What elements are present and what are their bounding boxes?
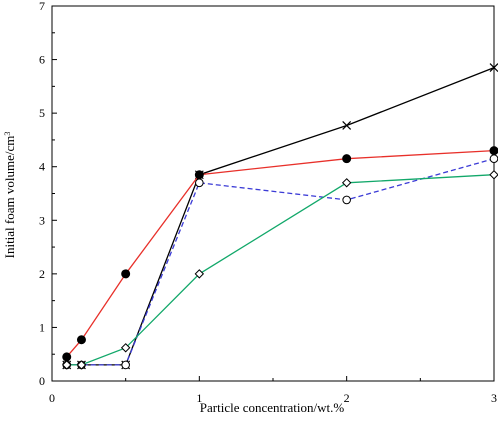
data-point-open-diamond <box>62 360 72 370</box>
x-axis-title: Particle concentration/wt.% <box>200 400 345 415</box>
data-point-open-diamond <box>76 360 87 370</box>
series-cross <box>62 63 498 370</box>
data-point-open-circle <box>121 360 130 370</box>
series-filled-circle <box>62 146 498 362</box>
x-axis: 0 1 2 3 <box>49 376 497 405</box>
data-point-open-diamond <box>120 343 131 353</box>
series-line-open-circle <box>66 158 495 366</box>
x-tick-label: 1 <box>196 391 202 405</box>
x-tick-label: 3 <box>491 391 497 405</box>
plot-border <box>51 5 495 382</box>
data-point-open-diamond <box>194 269 205 279</box>
series-open-diamond <box>62 170 498 370</box>
series-line-filled-circle <box>66 149 495 358</box>
series-layer <box>62 63 498 370</box>
y-tick-label: 4 <box>39 160 45 174</box>
y-axis: 0 1 2 3 4 5 6 7 <box>39 0 57 388</box>
y-tick-label: 1 <box>39 320 45 334</box>
x-tick-label: 2 <box>344 391 350 405</box>
data-point-filled-circle <box>342 154 352 164</box>
series-line-open-diamond <box>66 174 495 366</box>
y-tick-label: 0 <box>39 374 45 388</box>
data-point-open-circle <box>342 195 351 205</box>
data-point-open-circle <box>195 178 204 188</box>
data-point-cross <box>342 121 352 130</box>
y-axis-title-sup: 3 <box>3 132 12 136</box>
data-point-open-diamond <box>341 178 352 188</box>
y-tick-label: 3 <box>39 213 45 227</box>
y-tick-label: 5 <box>39 106 45 120</box>
series-open-circle <box>62 154 498 370</box>
series-line-cross <box>66 66 495 366</box>
data-point-filled-circle <box>121 269 131 279</box>
data-point-filled-circle <box>489 146 498 156</box>
data-point-open-diamond <box>489 170 498 180</box>
plot-frame <box>51 5 495 382</box>
y-tick-label: 7 <box>39 0 45 13</box>
data-point-filled-circle <box>62 352 72 362</box>
y-axis-title-text: Initial foam volume/cm <box>2 136 17 259</box>
y-tick-label: 6 <box>39 53 45 67</box>
x-tick-label: 0 <box>49 391 55 405</box>
data-point-open-circle <box>489 154 498 163</box>
y-axis-title: Initial foam volume/cm3 <box>2 132 17 259</box>
data-point-filled-circle <box>194 170 204 180</box>
data-point-filled-circle <box>76 335 86 345</box>
data-point-cross <box>489 63 498 73</box>
y-tick-label: 2 <box>39 267 45 281</box>
